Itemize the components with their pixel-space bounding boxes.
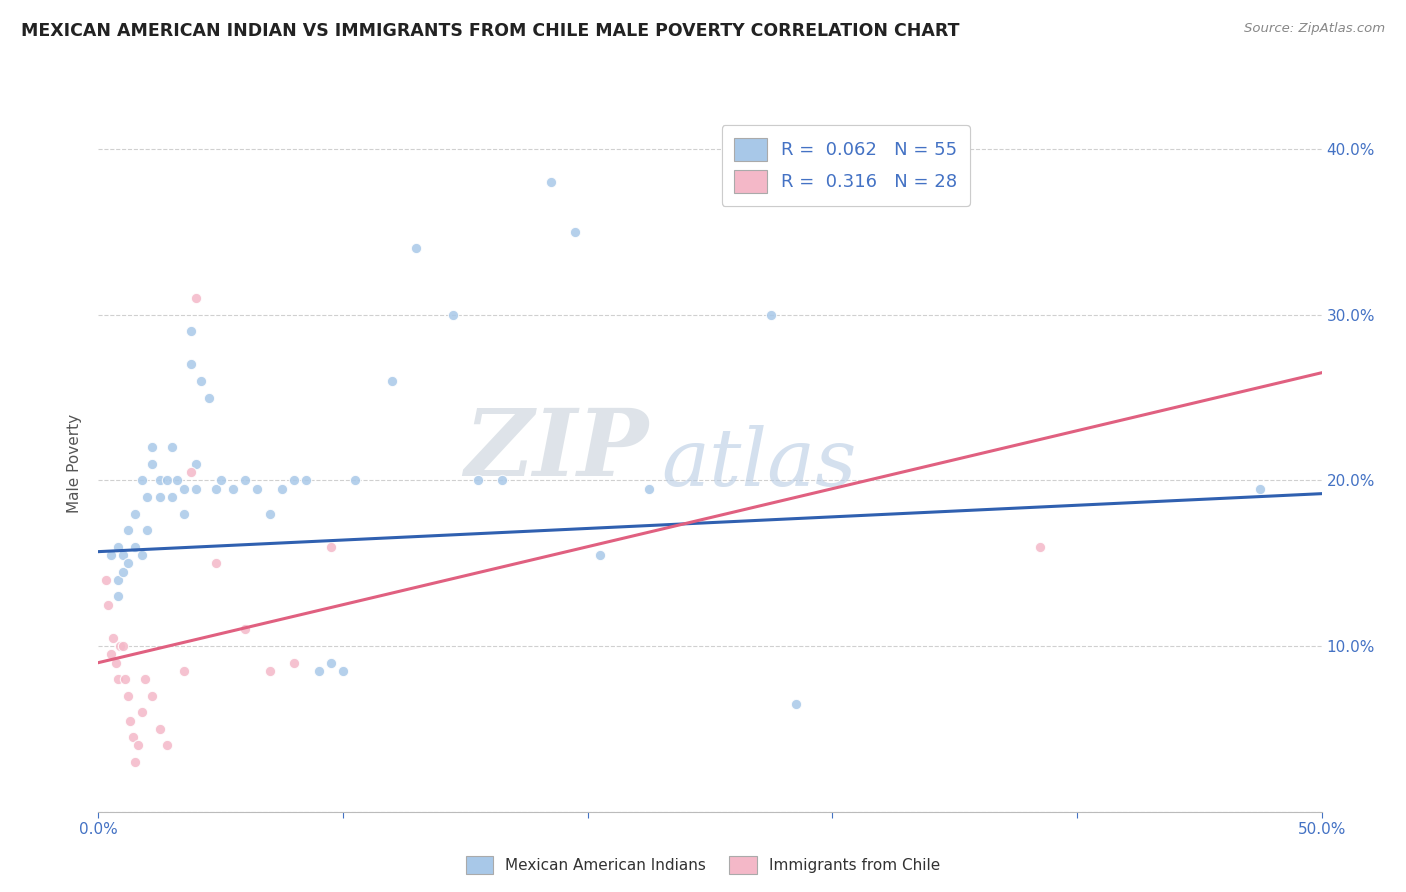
Point [117,556,139,570]
Point [186,457,208,471]
Point [111,548,134,562]
Point [295,474,318,488]
Point [141,689,163,703]
Point [491,474,513,488]
Point [173,664,195,678]
Point [467,474,489,488]
Legend: R =  0.062   N = 55, R =  0.316   N = 28: R = 0.062 N = 55, R = 0.316 N = 28 [721,125,970,206]
Point [107,540,129,554]
Point [246,482,269,496]
Point [283,474,305,488]
Point [166,474,188,488]
Point [107,672,129,686]
Point [638,482,661,496]
Point [209,474,232,488]
Point [141,440,163,454]
Point [104,656,127,670]
Legend: Mexican American Indians, Immigrants from Chile: Mexican American Indians, Immigrants fro… [460,850,946,880]
Point [233,474,256,488]
Point [205,556,228,570]
Point [222,482,245,496]
Point [131,474,153,488]
Point [141,457,163,471]
Point [101,631,124,645]
Point [124,540,146,554]
Point [564,225,586,239]
Point [160,490,183,504]
Point [186,291,208,305]
Point [332,664,354,678]
Point [540,175,562,189]
Point [319,656,342,670]
Point [117,523,139,537]
Point [127,739,149,753]
Point [205,482,228,496]
Point [233,623,256,637]
Point [381,374,404,388]
Text: ZIP: ZIP [464,405,650,495]
Point [186,482,208,496]
Point [197,391,219,405]
Point [149,722,172,736]
Point [160,440,183,454]
Point [308,664,330,678]
Point [270,482,294,496]
Point [156,739,179,753]
Y-axis label: Male Poverty: Male Poverty [67,414,83,514]
Point [134,672,156,686]
Point [180,465,202,479]
Text: MEXICAN AMERICAN INDIAN VS IMMIGRANTS FROM CHILE MALE POVERTY CORRELATION CHART: MEXICAN AMERICAN INDIAN VS IMMIGRANTS FR… [21,22,959,40]
Point [136,490,159,504]
Point [1249,482,1271,496]
Point [131,706,153,720]
Point [136,523,159,537]
Point [149,490,172,504]
Text: atlas: atlas [661,425,856,502]
Point [1029,540,1052,554]
Point [149,474,172,488]
Text: Source: ZipAtlas.com: Source: ZipAtlas.com [1244,22,1385,36]
Point [120,714,142,728]
Point [100,548,122,562]
Point [173,507,195,521]
Point [124,507,146,521]
Point [761,308,783,322]
Point [319,540,342,554]
Point [259,507,281,521]
Point [405,242,427,256]
Point [173,482,195,496]
Point [259,664,281,678]
Point [441,308,464,322]
Point [344,474,367,488]
Point [785,697,807,711]
Point [283,656,305,670]
Point [100,648,122,662]
Point [107,573,129,587]
Point [114,672,136,686]
Point [97,598,120,612]
Point [131,548,153,562]
Point [124,755,146,769]
Point [111,639,134,653]
Point [110,639,132,653]
Point [190,374,212,388]
Point [180,324,202,338]
Point [94,573,117,587]
Point [589,548,612,562]
Point [156,474,179,488]
Point [121,730,143,744]
Point [111,565,134,579]
Point [180,358,202,372]
Point [107,590,129,604]
Point [117,689,139,703]
